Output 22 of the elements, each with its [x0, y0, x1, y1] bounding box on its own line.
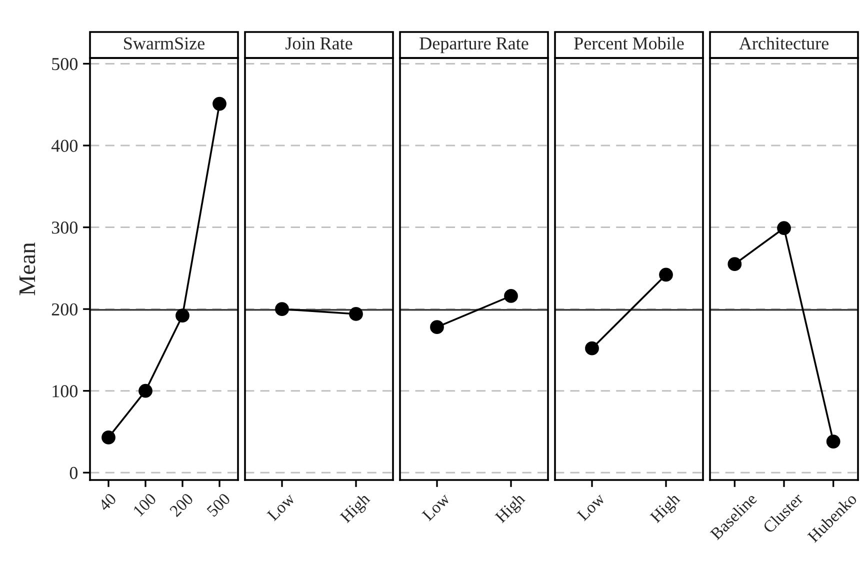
- x-tick-label: High: [494, 492, 528, 526]
- chart-title: SwarmSize: [124, 37, 204, 50]
- chart-title: Percent Mobile: [574, 36, 684, 50]
- y-tick-label: 300: [52, 222, 78, 234]
- y-axis-title: Mean: [20, 242, 36, 296]
- x-tick-label: 100: [132, 492, 157, 517]
- y-tick-label: 200: [52, 303, 78, 316]
- x-tick-label: Low: [266, 492, 296, 522]
- x-tick-label: 500: [206, 492, 231, 518]
- y-tick-label: 0: [70, 466, 78, 480]
- y-tick-label: 500: [52, 58, 78, 70]
- y-tick-label: 400: [51, 140, 78, 152]
- chart-title: Join Rate: [286, 37, 352, 50]
- x-tick-label: High: [339, 492, 373, 526]
- x-tick-label: Low: [576, 492, 606, 522]
- chart-title: Architecture: [739, 36, 828, 50]
- x-tick-label: 200: [169, 492, 194, 518]
- x-tick-label: 40: [98, 492, 117, 512]
- chart-title: Departure Rate: [420, 38, 528, 54]
- x-tick-label: Low: [422, 492, 451, 522]
- y-tick-label: 100: [52, 385, 78, 398]
- x-tick-label: High: [649, 492, 683, 526]
